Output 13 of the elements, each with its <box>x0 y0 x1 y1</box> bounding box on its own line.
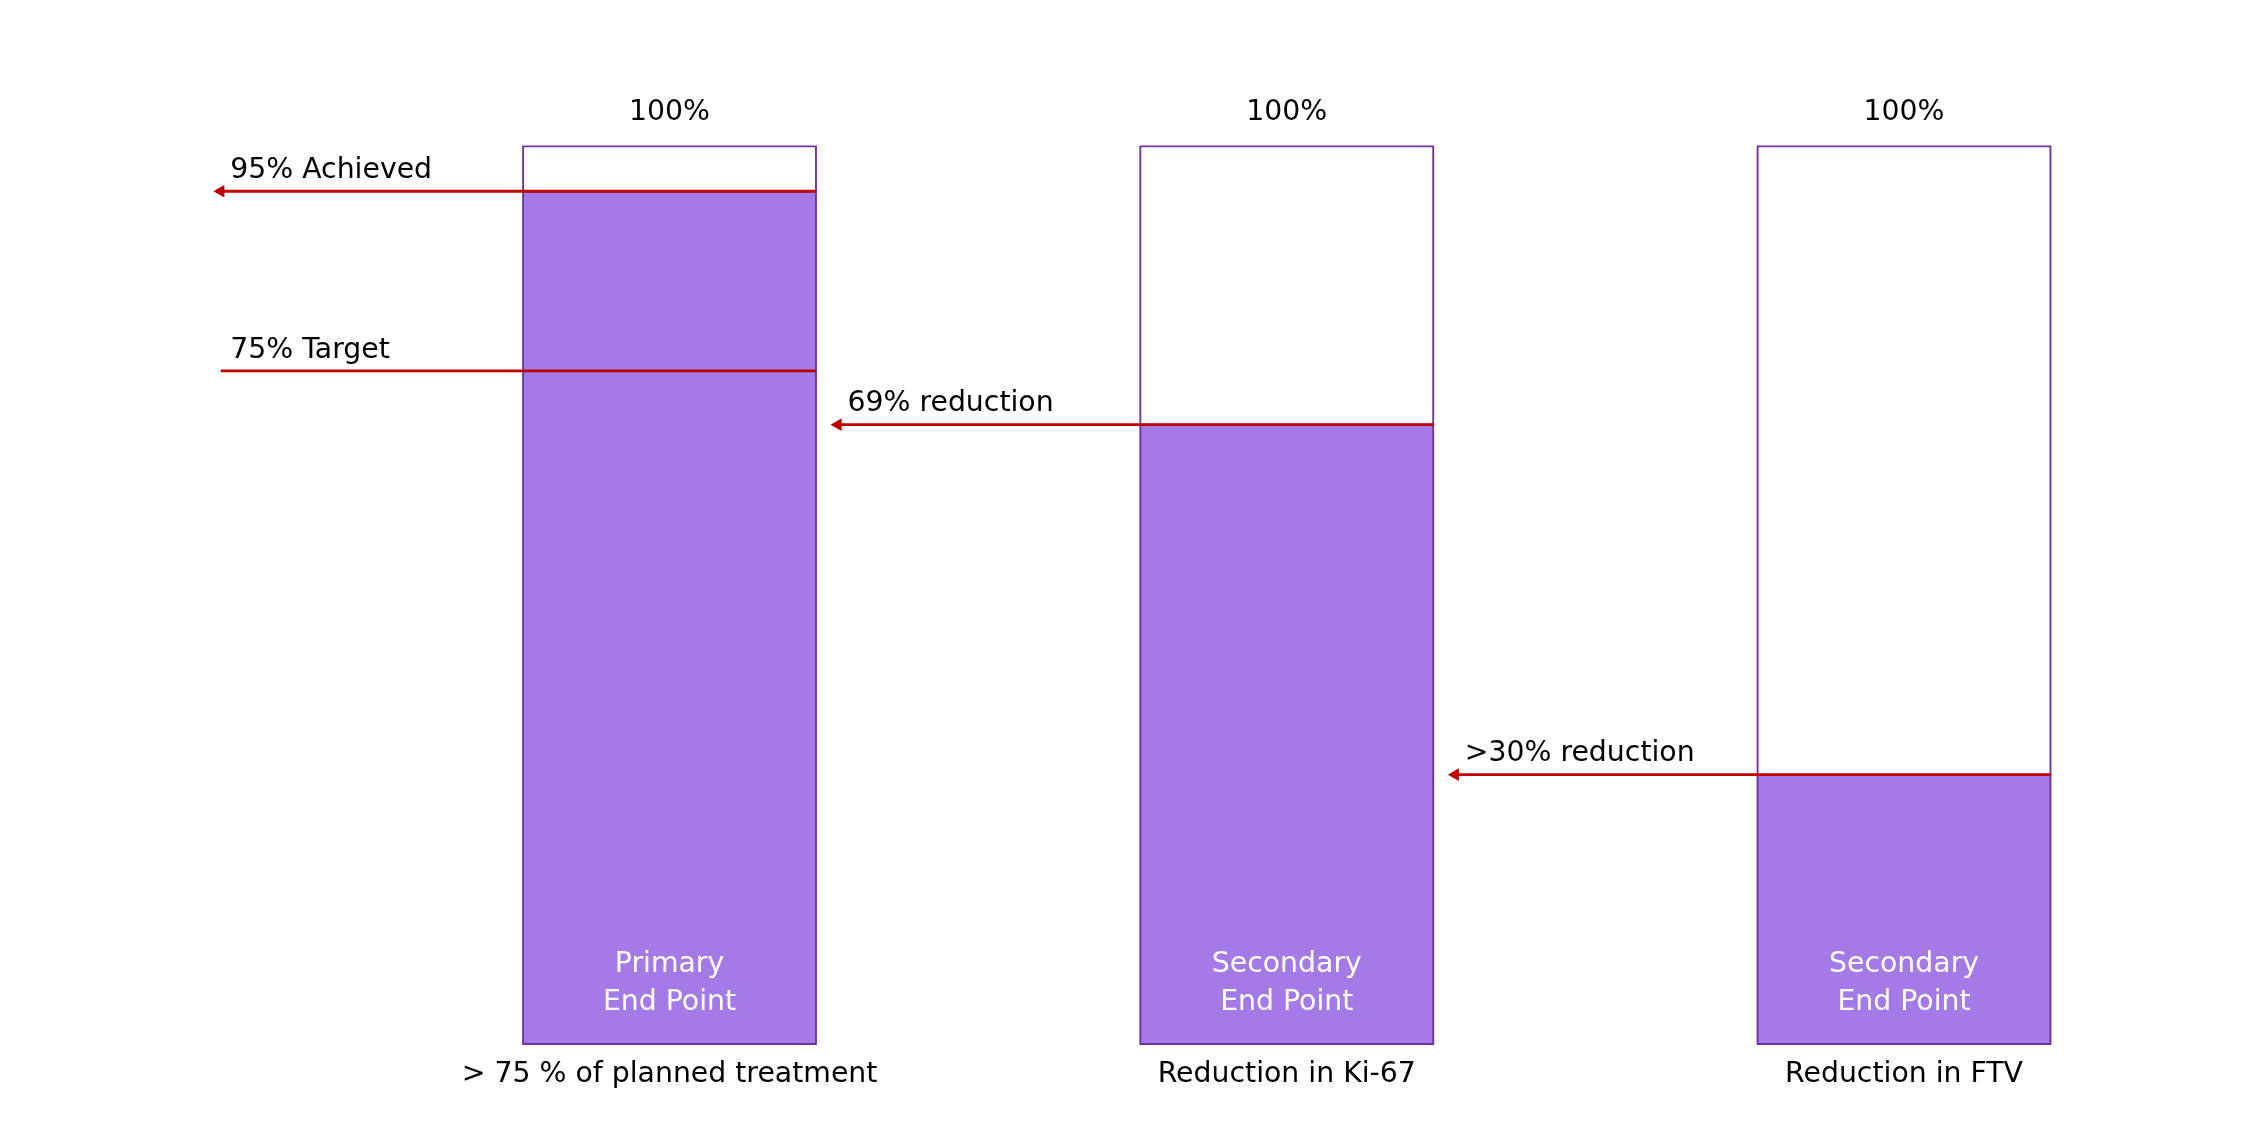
total-label: 100% <box>1863 93 1945 127</box>
x-tick-label: > 75 % of planned treatment <box>461 1056 878 1090</box>
annotation: Secondary End Point <box>1211 946 1362 1017</box>
total-label: 100% <box>629 93 711 127</box>
annotation: Secondary End Point <box>1829 946 1980 1017</box>
annotation: Primary End Point <box>602 946 737 1017</box>
ref-line-label: 75% Target <box>230 331 390 365</box>
total-label: 100% <box>1246 93 1328 127</box>
data-label: 95% Achieved <box>230 152 433 186</box>
x-tick-label: Reduction in FTV <box>1785 1056 2024 1090</box>
x-tick-label: Reduction in Ki-67 <box>1157 1056 1416 1090</box>
data-label: >30% reduction <box>1464 735 1695 769</box>
data-label: 69% reduction <box>847 385 1054 419</box>
